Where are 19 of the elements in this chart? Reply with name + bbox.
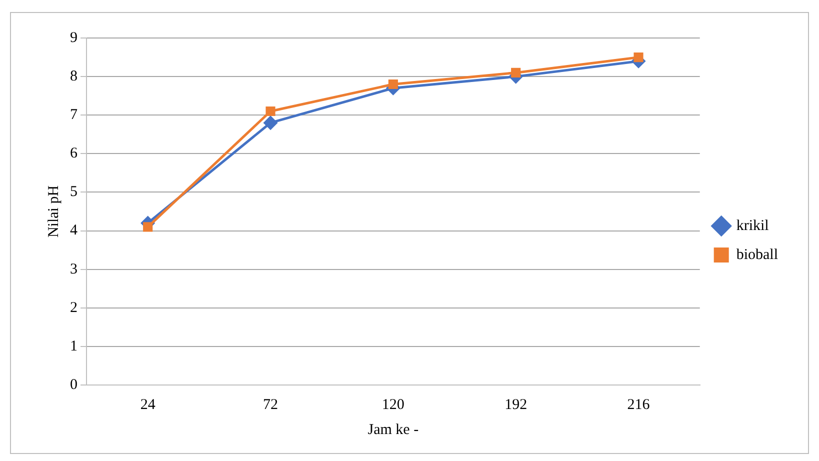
y-tick-label: 3: [70, 261, 78, 278]
y-tick-label: 5: [70, 184, 78, 200]
x-tick-label: 216: [627, 396, 650, 413]
y-tick-label: 1: [70, 338, 78, 354]
y-tick-label: 4: [70, 222, 78, 239]
y-tick-label: 0: [70, 376, 78, 393]
x-tick-label: 72: [263, 396, 278, 413]
y-tick-label: 9: [70, 30, 78, 46]
y-axis-title: Nilai pH: [46, 185, 62, 238]
legend-label: krikil: [736, 218, 769, 234]
y-tick-label: 2: [70, 300, 78, 316]
x-tick-label: 192: [504, 396, 528, 413]
y-tick-label: 6: [70, 146, 78, 162]
y-tick-label: 8: [70, 68, 78, 84]
x-axis-title: Jam ke -: [368, 422, 419, 438]
y-tick-label: 7: [70, 107, 78, 124]
legend-label: bioball: [736, 246, 778, 263]
x-tick-label: 120: [382, 396, 404, 413]
x-tick-label: 24: [140, 396, 156, 413]
